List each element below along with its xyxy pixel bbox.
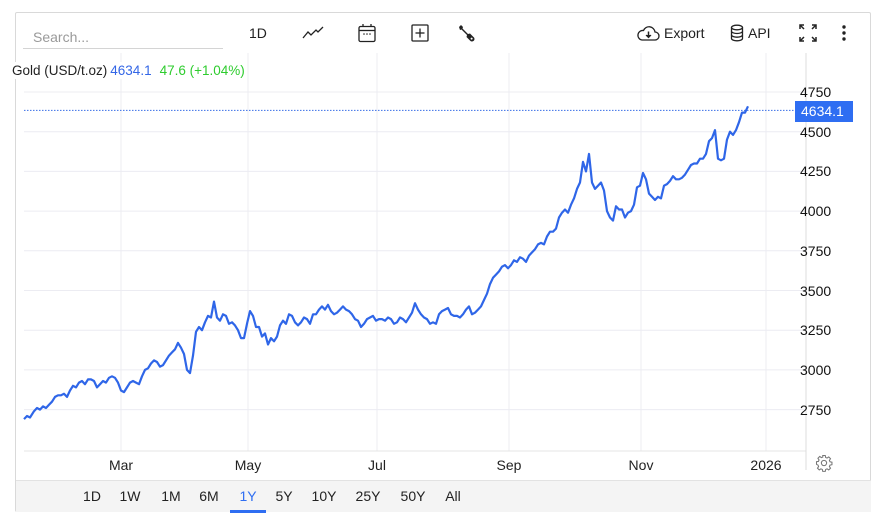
- y-tick-label: 4250: [800, 163, 832, 180]
- chart-widget: 1D Export API: [15, 12, 871, 512]
- range-button-50y[interactable]: 50Y: [400, 488, 426, 504]
- instrument-name: Gold (USD/t.oz): [12, 63, 108, 78]
- y-tick-label: 3750: [800, 242, 832, 259]
- range-button-all[interactable]: All: [445, 488, 461, 504]
- fullscreen-button[interactable]: [798, 21, 818, 45]
- y-tick-label: 3250: [800, 322, 832, 339]
- x-tick-label: 2026: [750, 457, 782, 473]
- x-tick-label: Nov: [628, 457, 654, 473]
- range-button-1w[interactable]: 1W: [119, 488, 141, 504]
- legend-change: 47.6 (+1.04%): [159, 63, 245, 78]
- range-button-6m[interactable]: 6M: [199, 488, 219, 504]
- y-tick-label: 3000: [800, 361, 832, 378]
- range-button-1m[interactable]: 1M: [161, 488, 181, 504]
- add-indicator-icon: [411, 24, 429, 42]
- interval-button[interactable]: 1D: [249, 21, 267, 45]
- add-indicator-button[interactable]: [411, 21, 429, 45]
- fullscreen-icon: [799, 24, 817, 42]
- x-tick-label: Sep: [496, 457, 522, 473]
- range-button-10y[interactable]: 10Y: [311, 488, 337, 504]
- range-button-25y[interactable]: 25Y: [355, 488, 381, 504]
- interval-label: 1D: [249, 25, 267, 41]
- y-tick-label: 4500: [800, 123, 832, 140]
- export-label: Export: [664, 25, 705, 41]
- export-button[interactable]: Export: [636, 21, 704, 45]
- database-icon: [730, 24, 744, 42]
- x-tick-label: Jul: [368, 457, 386, 473]
- date-range-button[interactable]: [358, 21, 376, 45]
- y-tick-label: 4000: [800, 203, 832, 220]
- y-tick-label: 2750: [800, 401, 832, 418]
- chart-type-button[interactable]: [302, 21, 324, 45]
- last-price-tag: 4634.1: [795, 101, 853, 122]
- y-tick-label: 3500: [800, 282, 832, 299]
- range-button-1y[interactable]: 1Y: [239, 488, 257, 504]
- toolbar: 1D Export API: [16, 13, 870, 53]
- range-button-5y[interactable]: 5Y: [275, 488, 293, 504]
- calendar-icon: [358, 24, 376, 43]
- x-tick-label: May: [234, 457, 262, 473]
- y-tick-label: 4750: [800, 84, 832, 100]
- gold-price-line: [23, 105, 749, 420]
- chart-legend: Gold (USD/t.oz) 4634.1 47.6 (+1.04%): [10, 62, 247, 79]
- more-options-button[interactable]: [840, 21, 848, 45]
- range-selector: 1D 1W 1M 6M 1Y 5Y 10Y 25Y 50Y All: [16, 480, 871, 513]
- legend-price: 4634.1: [110, 63, 152, 78]
- chart-grid: [24, 53, 806, 451]
- search-input[interactable]: [23, 25, 223, 49]
- line-chart-icon: [302, 26, 324, 39]
- x-tick-label: Mar: [108, 457, 134, 473]
- cloud-download-icon: [637, 26, 660, 41]
- api-button[interactable]: API: [730, 21, 771, 45]
- range-button-1d[interactable]: 1D: [83, 488, 101, 504]
- settings-wrench-button[interactable]: [457, 21, 475, 45]
- vertical-dots-icon: [842, 25, 846, 41]
- api-label: API: [748, 25, 771, 41]
- price-chart[interactable]: [0, 0, 884, 470]
- wrench-icon: [459, 25, 475, 42]
- chart-settings-button[interactable]: [815, 454, 833, 477]
- active-range-indicator: [230, 510, 266, 513]
- gear-icon: [815, 454, 833, 472]
